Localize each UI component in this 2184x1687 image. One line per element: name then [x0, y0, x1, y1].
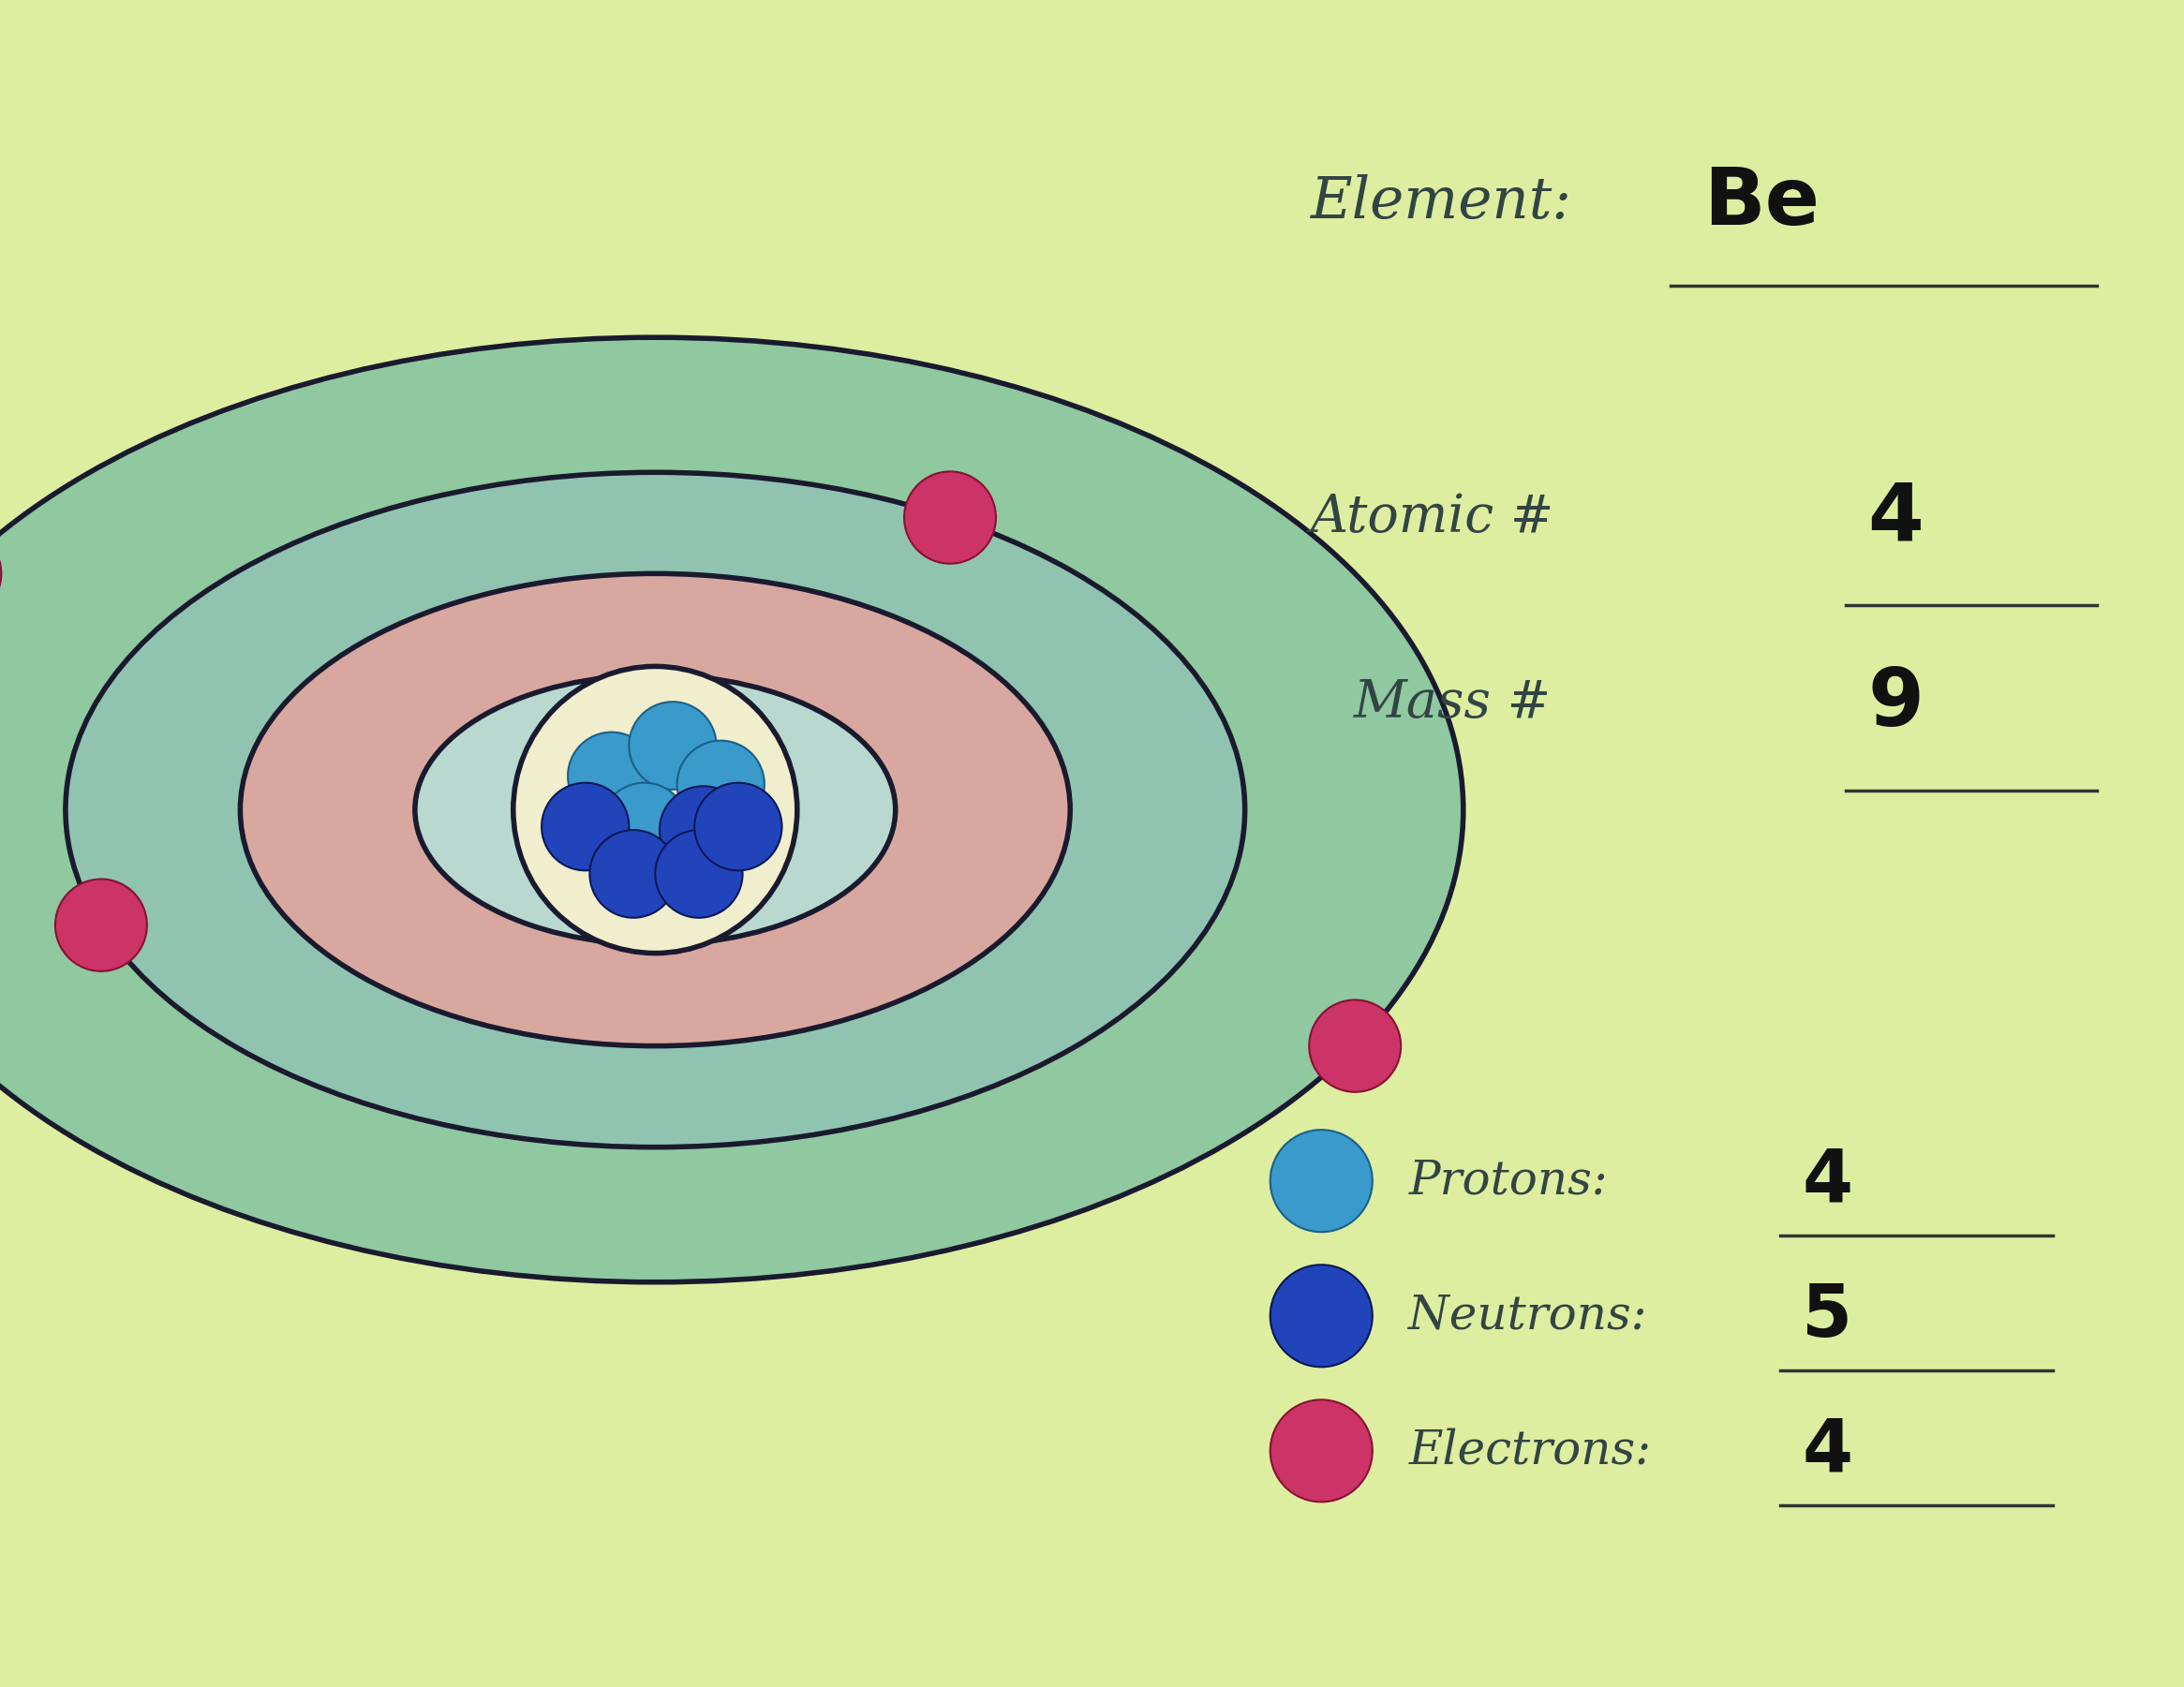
Ellipse shape [1271, 1265, 1372, 1366]
Ellipse shape [695, 783, 782, 870]
Text: Be: Be [1704, 164, 1819, 241]
Ellipse shape [677, 741, 764, 828]
Text: Atomic #: Atomic # [1310, 493, 1555, 543]
Ellipse shape [1271, 1130, 1372, 1232]
Text: 9: 9 [1867, 665, 1924, 742]
Text: Mass #: Mass # [1354, 678, 1553, 729]
Text: Element:: Element: [1310, 174, 1572, 231]
Ellipse shape [66, 472, 1245, 1147]
Ellipse shape [1271, 1400, 1372, 1501]
Ellipse shape [601, 783, 688, 870]
Text: 4: 4 [1802, 1145, 1852, 1216]
Ellipse shape [55, 879, 146, 972]
Text: 5: 5 [1802, 1280, 1852, 1351]
Ellipse shape [660, 786, 747, 874]
Text: 4: 4 [1867, 479, 1924, 557]
Text: 4: 4 [1802, 1415, 1852, 1486]
Ellipse shape [904, 471, 996, 563]
Ellipse shape [513, 666, 797, 953]
Ellipse shape [542, 783, 629, 870]
Ellipse shape [240, 574, 1070, 1046]
Ellipse shape [590, 830, 677, 918]
Text: Protons:: Protons: [1409, 1157, 1607, 1205]
Text: Neutrons:: Neutrons: [1409, 1292, 1647, 1339]
Ellipse shape [629, 702, 716, 790]
Ellipse shape [655, 830, 743, 918]
Ellipse shape [415, 675, 895, 945]
Ellipse shape [0, 337, 1463, 1282]
Text: Electrons:: Electrons: [1409, 1427, 1651, 1474]
Ellipse shape [1308, 1000, 1400, 1091]
Ellipse shape [568, 732, 655, 820]
